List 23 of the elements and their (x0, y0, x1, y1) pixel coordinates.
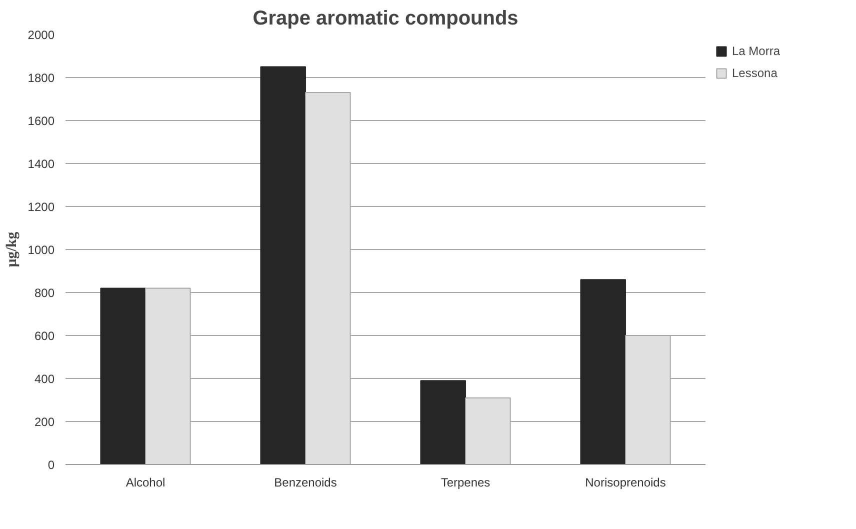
y-tick-label: 0 (48, 458, 55, 472)
y-tick-label: 1200 (28, 200, 55, 214)
bar (100, 288, 146, 464)
legend-label: Lessona (732, 66, 778, 80)
y-tick-label: 1400 (28, 157, 55, 171)
y-axis-title: µg/kg (4, 231, 20, 268)
y-tick-label: 1800 (28, 71, 55, 85)
y-tick-label: 600 (34, 329, 55, 343)
legend-label: La Morra (732, 44, 780, 58)
bar (580, 279, 626, 464)
y-tick-label: 2000 (28, 28, 55, 42)
y-tick-label: 800 (34, 286, 55, 300)
y-tick-label: 1000 (28, 243, 55, 257)
x-tick-label: Norisoprenoids (585, 476, 666, 490)
bar (420, 380, 466, 464)
y-tick-label: 1600 (28, 114, 55, 128)
chart-title: Grape aromatic compounds (252, 8, 518, 30)
x-tick-label: Terpenes (440, 476, 490, 490)
bar (260, 66, 306, 464)
x-tick-label: Benzenoids (274, 476, 337, 490)
y-tick-label: 400 (34, 372, 55, 386)
x-tick-label: Alcohol (126, 476, 166, 490)
y-tick-label: 200 (34, 415, 55, 429)
